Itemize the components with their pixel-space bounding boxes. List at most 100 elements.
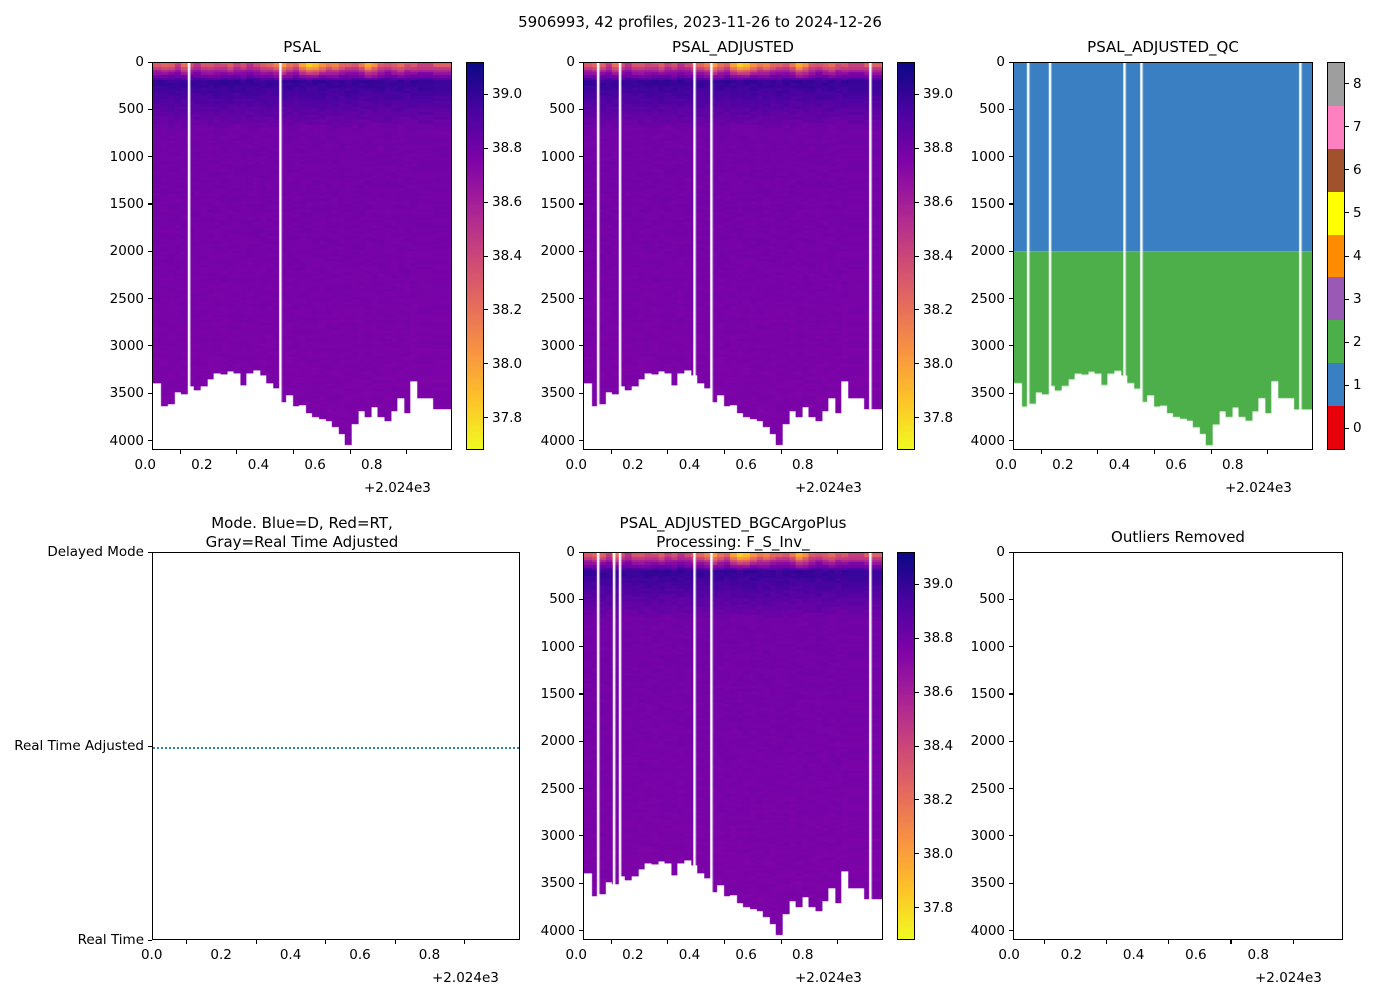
colorbar-segment: [898, 354, 914, 359]
psal-cbtick-label-0: 37.8: [492, 409, 523, 426]
colorbar-segment: [898, 79, 914, 84]
colorbar-segment: [898, 364, 914, 369]
colorbar-segment: [898, 275, 914, 280]
psal-adjusted-xtickmark-4: [837, 450, 839, 454]
colorbar-segment: [898, 214, 914, 219]
colorbar-segment: [898, 743, 914, 748]
qc-xtickmark-0: [1040, 450, 1042, 454]
colorbar-segment: [467, 87, 483, 91]
colorbar-segment: [467, 328, 483, 333]
colorbar-segment: [467, 94, 483, 99]
colorbar-segment: [467, 89, 483, 94]
colorbar-segment: [898, 137, 914, 142]
colorbar-segment: [898, 579, 914, 584]
colorbar-segment: [898, 562, 914, 567]
colorbar-segment: [467, 128, 483, 132]
colorbar-segment: [898, 374, 914, 378]
colorbar-segment: [898, 154, 914, 159]
psal-adjusted-cbtickmark-4: [915, 201, 919, 203]
psal-cbtick-label-2: 38.2: [492, 301, 523, 318]
colorbar-segment: [898, 229, 914, 234]
colorbar-segment: [467, 149, 483, 154]
colorbar-segment: [467, 159, 483, 164]
qc-ytickmark-1000: [1009, 156, 1013, 158]
colorbar-segment: [898, 673, 914, 678]
colorbar-segment: [898, 878, 914, 883]
colorbar-segment: [898, 243, 914, 248]
colorbar-segment: [898, 82, 914, 87]
mode-series-line: [153, 747, 519, 749]
colorbar-segment: [898, 584, 914, 589]
colorbar-segment: [898, 671, 914, 675]
colorbar-segment: [467, 352, 483, 357]
outliers-xtick-label-1: 0.2: [1060, 947, 1083, 963]
panel-outliers-removed-plot[interactable]: [1013, 552, 1343, 940]
colorbar-segment: [898, 104, 914, 108]
colorbar-segment: [898, 101, 914, 106]
psal-xtick-label-1: 0.2: [191, 457, 213, 473]
psal-cbtickmark-6: [484, 93, 488, 95]
colorbar-segment: [898, 815, 914, 820]
colorbar-segment: [898, 202, 914, 207]
colorbar-segment: [898, 379, 914, 383]
colorbar-segment: [898, 272, 914, 277]
colorbar-segment: [467, 345, 483, 349]
psal-ytickmark-1500: [148, 203, 152, 205]
colorbar-segment: [467, 67, 483, 72]
colorbar-segment: [898, 304, 914, 308]
qc-xtick-label-2: 0.4: [1108, 457, 1131, 473]
colorbar-segment: [467, 200, 483, 205]
panel-psal-adjusted-plot[interactable]: [583, 62, 883, 450]
outliers-ytickmark-1000: [1009, 646, 1013, 648]
colorbar-segment: [898, 439, 914, 444]
colorbar-segment: [467, 415, 483, 419]
colorbar-segment: [898, 116, 914, 120]
bgcargoplus-xtick-label-2: 0.4: [678, 947, 701, 963]
qc-ytickmark-0: [1009, 61, 1013, 63]
psal-cbtickmark-3: [484, 255, 488, 257]
colorbar-segment: [898, 893, 914, 897]
panel-mode-plot[interactable]: [152, 552, 520, 940]
qc-ytickmark-3000: [1009, 345, 1013, 347]
qc-ytick-label-3500: 3500: [970, 385, 1005, 402]
qc-ytick-label-4000: 4000: [970, 432, 1005, 449]
colorbar-segment: [467, 176, 483, 181]
bgcargoplus-x-offset-text: +2.024e3: [795, 970, 862, 986]
psal-cbtickmark-2: [484, 309, 488, 311]
colorbar-segment: [898, 567, 914, 572]
colorbar-segment: [898, 292, 914, 296]
colorbar-segment: [898, 560, 914, 564]
colorbar-segment: [467, 258, 483, 263]
qc-cbtickmark-3: [1345, 298, 1349, 300]
colorbar-segment: [898, 342, 914, 347]
colorbar-segment: [898, 422, 914, 427]
bgcargoplus-xtickmark-0: [610, 940, 612, 944]
panel-psal-adjusted-qc-plot[interactable]: [1013, 62, 1313, 450]
colorbar-segment: [467, 407, 483, 412]
colorbar-segment: [898, 207, 914, 212]
colorbar-segment: [467, 123, 483, 128]
colorbar-segment: [898, 837, 914, 842]
qc-x-offset-text: +2.024e3: [1225, 480, 1292, 496]
colorbar-segment: [467, 309, 483, 313]
colorbar-segment: [898, 444, 914, 448]
qc-cbtick-label-7: 7: [1353, 118, 1362, 135]
colorbar-segment: [898, 685, 914, 690]
panel-psal-plot[interactable]: [152, 62, 452, 450]
psal-adjusted-xtick-label-2: 0.4: [678, 457, 701, 473]
colorbar-segment: [898, 357, 914, 362]
colorbar-segment: [898, 113, 914, 118]
psal-adjusted-ytickmark-0: [579, 61, 583, 63]
colorbar-segment: [898, 152, 914, 156]
colorbar-segment: [898, 132, 914, 137]
psal-cbtickmark-4: [484, 201, 488, 203]
panel-bgcargoplus-plot[interactable]: [583, 552, 883, 940]
psal-xtick-label-2: 0.4: [247, 457, 270, 473]
colorbar-segment: [467, 243, 483, 248]
colorbar-segment: [467, 388, 483, 393]
colorbar-segment: [898, 248, 914, 253]
colorbar-segment: [467, 364, 483, 369]
bgcargoplus-cbtick-label-0: 37.8: [923, 899, 954, 916]
colorbar-segment: [898, 832, 914, 837]
colorbar-segment: [898, 772, 914, 777]
